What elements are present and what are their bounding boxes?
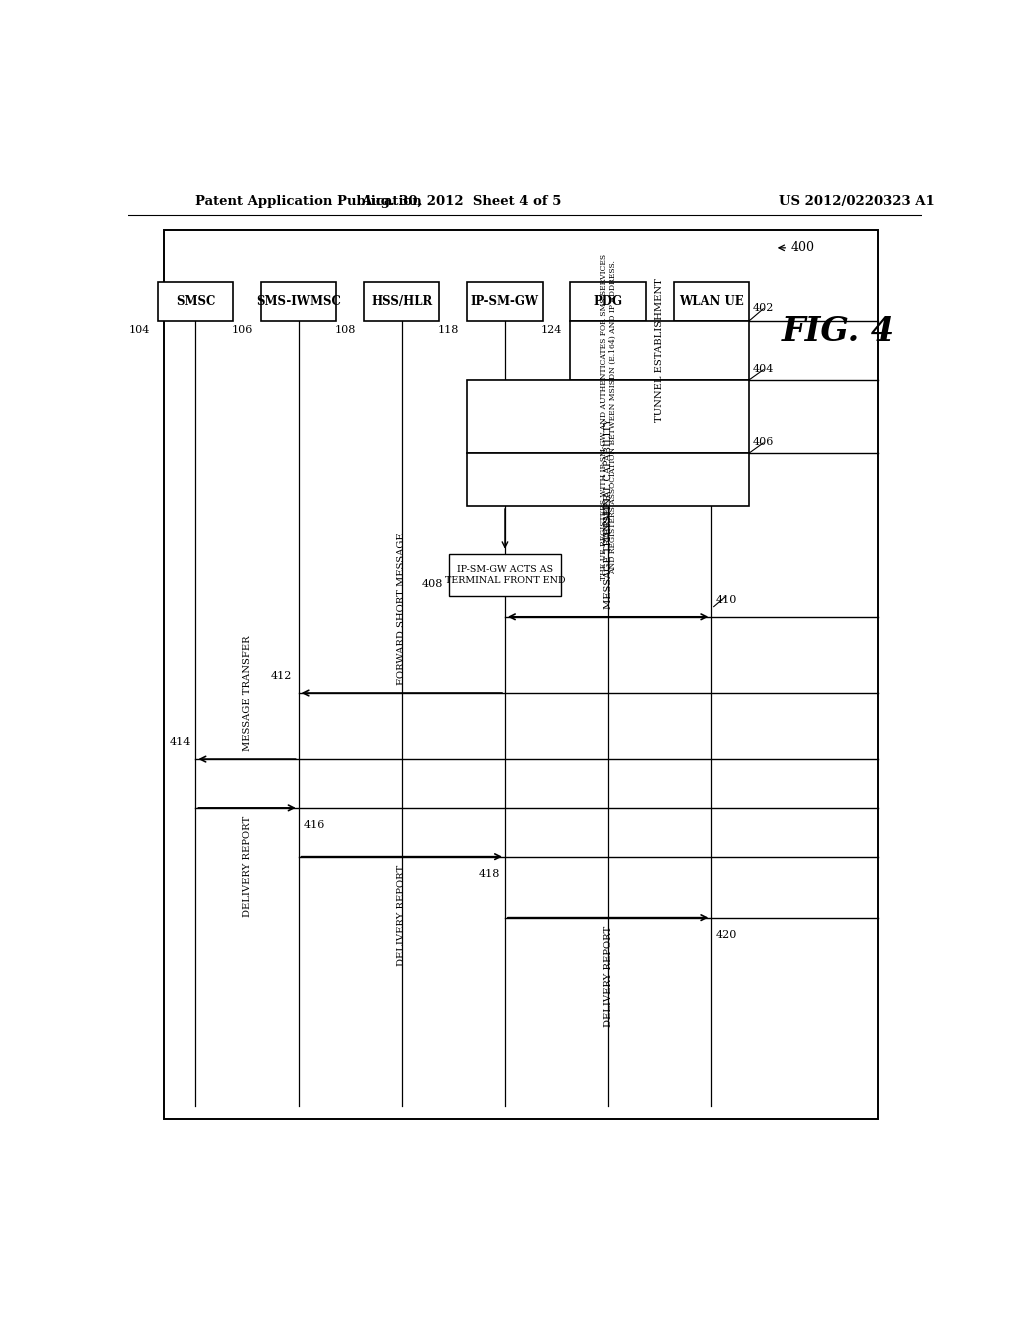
Bar [450, 554, 560, 597]
Text: FORWARD SHORT MESSAGE: FORWARD SHORT MESSAGE [397, 532, 407, 685]
Text: 402: 402 [753, 302, 774, 313]
Text: 420: 420 [716, 929, 737, 940]
Text: SMSC: SMSC [176, 296, 215, 308]
Text: SMS-IWMSC: SMS-IWMSC [256, 296, 341, 308]
Text: IP-SM-GW ACTS AS
TERMINAL FRONT END: IP-SM-GW ACTS AS TERMINAL FRONT END [444, 565, 565, 585]
Text: 416: 416 [303, 820, 325, 830]
Text: DELIVERY REPORT: DELIVERY REPORT [243, 816, 252, 917]
Text: 412: 412 [271, 671, 292, 681]
Text: DELIVERY REPORT: DELIVERY REPORT [397, 865, 407, 966]
Bar [158, 282, 233, 321]
Text: 414: 414 [170, 737, 191, 747]
Bar [365, 282, 439, 321]
Text: 404: 404 [753, 364, 774, 374]
Text: WLAN UE: WLAN UE [679, 296, 743, 308]
Bar [467, 380, 749, 453]
Text: 410: 410 [715, 594, 736, 605]
Text: US 2012/0220323 A1: US 2012/0220323 A1 [778, 194, 935, 207]
Bar [570, 282, 646, 321]
Text: IP-SM-GW: IP-SM-GW [471, 296, 539, 308]
Text: 408: 408 [422, 578, 443, 589]
Text: 122: 122 [644, 325, 666, 335]
Bar [674, 282, 749, 321]
Bar [261, 282, 336, 321]
Bar [467, 453, 749, 506]
Text: TUNNEL ESTABLISHMENT: TUNNEL ESTABLISHMENT [655, 279, 665, 422]
Text: 400: 400 [791, 242, 815, 255]
Text: 406: 406 [753, 437, 774, 447]
Bar [164, 230, 878, 1119]
Bar [570, 321, 749, 380]
Text: THE UE REGISTERS WITH IP-SM-GW AND AUTHENTICATES FOR SMS SERVICES
AND REGISTERS : THE UE REGISTERS WITH IP-SM-GW AND AUTHE… [599, 253, 616, 579]
Text: 104: 104 [128, 325, 150, 335]
Text: 108: 108 [335, 325, 356, 335]
Text: 106: 106 [231, 325, 253, 335]
Text: MESSAGE TRANSFER: MESSAGE TRANSFER [603, 494, 612, 609]
Text: FIG. 4: FIG. 4 [781, 314, 895, 347]
Bar [467, 282, 543, 321]
Text: DELIVERY REPORT: DELIVERY REPORT [603, 925, 612, 1027]
Text: 418: 418 [479, 869, 500, 879]
Text: TERMINAL CAPABILITY: TERMINAL CAPABILITY [603, 418, 612, 541]
Text: HSS/HLR: HSS/HLR [371, 296, 432, 308]
Text: Aug. 30, 2012  Sheet 4 of 5: Aug. 30, 2012 Sheet 4 of 5 [361, 194, 561, 207]
Text: 118: 118 [438, 325, 460, 335]
Text: 124: 124 [541, 325, 562, 335]
Text: Patent Application Publication: Patent Application Publication [196, 194, 422, 207]
Text: MESSAGE TRANSFER: MESSAGE TRANSFER [243, 635, 252, 751]
Text: PDG: PDG [594, 296, 623, 308]
